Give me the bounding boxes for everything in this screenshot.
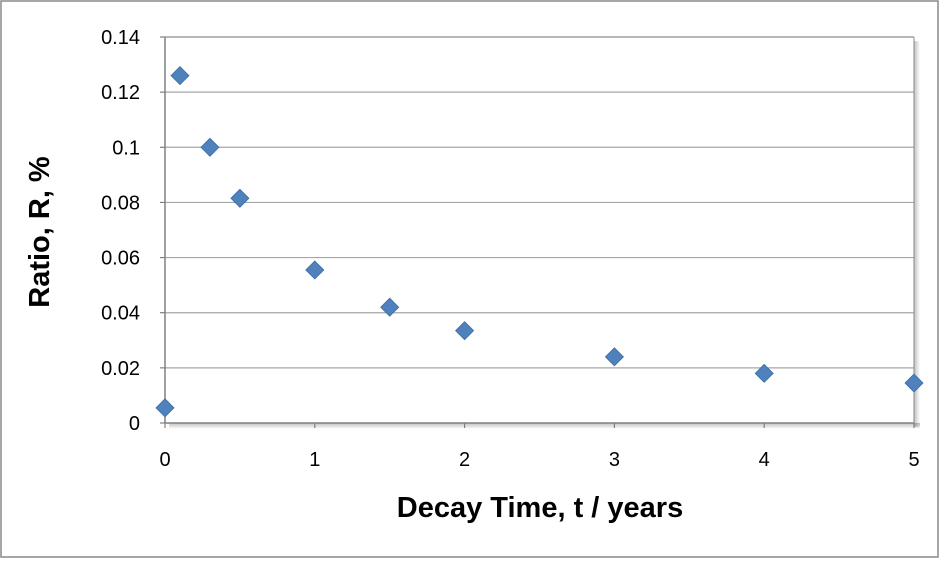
x-tick-label: 4	[759, 449, 770, 471]
plot-shadow-bottom	[169, 423, 920, 429]
x-tick-label: 0	[159, 449, 170, 471]
y-tick-label: 0.12	[101, 82, 140, 104]
plot-area	[165, 37, 914, 423]
y-tick-label: 0.04	[101, 303, 140, 325]
data-point	[305, 260, 325, 280]
plot-shadow-right	[914, 41, 920, 427]
data-point	[380, 297, 400, 317]
data-point	[604, 347, 624, 367]
y-tick-label: 0.14	[101, 27, 140, 49]
data-point	[155, 398, 175, 418]
y-axis-label: Ratio, R, %	[24, 156, 56, 308]
y-tick-labels: 0 0.02 0.04 0.06 0.08 0.1 0.12 0.14	[101, 27, 140, 435]
x-tick-label: 3	[609, 449, 620, 471]
data-point	[455, 321, 475, 341]
x-tick-labels: 0 1 2 3 4 5	[159, 449, 919, 471]
y-tick-label: 0.06	[101, 248, 140, 270]
data-point	[904, 373, 924, 393]
y-tick-label: 0.1	[112, 137, 140, 159]
y-tick-label: 0.02	[101, 358, 140, 380]
data-point	[754, 363, 774, 383]
x-tick-label: 5	[908, 449, 919, 471]
x-axis-label: Decay Time, t / years	[397, 492, 683, 524]
x-tick-label: 1	[309, 449, 320, 471]
data-point	[170, 66, 190, 86]
data-point	[200, 137, 220, 157]
x-tick-label: 2	[459, 449, 470, 471]
y-tick-label: 0	[129, 413, 140, 435]
plot-area-shadow	[169, 41, 920, 429]
axes	[160, 36, 915, 428]
y-tick-label: 0.08	[101, 192, 140, 214]
data-point	[230, 188, 250, 208]
data-points	[155, 66, 924, 418]
